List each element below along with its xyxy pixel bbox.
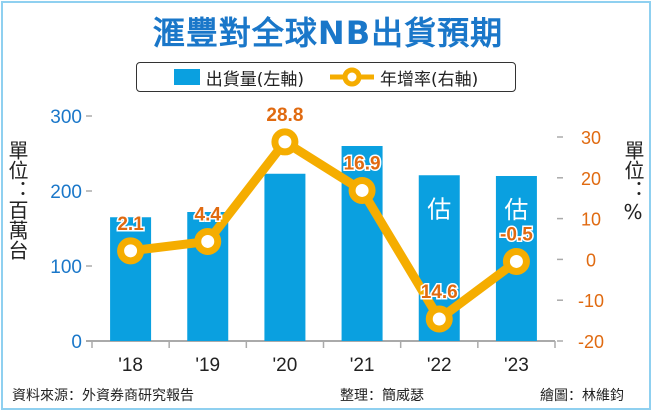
growth-data-label: 14.6 <box>421 282 458 303</box>
growth-point <box>271 128 299 156</box>
right-tick-label: 10 <box>581 210 601 230</box>
footer-graphic: 繪圖：林維鈞 <box>540 388 624 404</box>
right-tick-label: 20 <box>581 169 601 189</box>
x-tick-label: '23 <box>504 355 529 376</box>
growth-data-label: 28.8 <box>266 105 303 126</box>
legend-item-bar: 出貨量(左軸) <box>173 65 304 90</box>
legend: 出貨量(左軸) 年增率(右軸) <box>136 62 516 92</box>
x-tick-label: '22 <box>427 355 452 376</box>
bar <box>264 173 306 341</box>
legend-line-label: 年增率(右軸) <box>380 69 479 90</box>
right-tick-label: 30 <box>581 128 601 148</box>
bar <box>341 146 383 341</box>
footer-source: 資料來源：外資券商研究報告 <box>12 388 194 404</box>
x-tick-label: '21 <box>350 355 375 376</box>
growth-point <box>348 176 376 204</box>
right-tick-label: 0 <box>586 250 596 270</box>
left-tick-label: 200 <box>50 182 82 203</box>
growth-point <box>425 305 453 333</box>
growth-data-label: 2.1 <box>117 214 144 235</box>
legend-bar-label: 出貨量(左軸) <box>205 69 304 90</box>
legend-line-swatch <box>330 67 374 87</box>
growth-data-label: 16.9 <box>344 153 381 174</box>
footer-editor: 整理：簡威瑟 <box>340 388 424 404</box>
left-tick-label: 300 <box>50 107 82 128</box>
bar-annotation: 估 <box>427 195 451 223</box>
right-axis-label: 單位：% <box>621 140 645 224</box>
bar-annotation: 估 <box>504 196 528 224</box>
bar <box>110 217 152 341</box>
legend-item-line: 年增率(右軸) <box>330 65 478 90</box>
left-axis-label: 單位：百萬台 <box>5 140 29 260</box>
chart-frame <box>1 1 651 410</box>
growth-point <box>194 227 222 255</box>
x-tick-label: '19 <box>195 355 220 376</box>
growth-point <box>502 247 530 275</box>
right-tick-label: -10 <box>578 291 604 311</box>
legend-bar-swatch <box>173 69 200 85</box>
growth-data-label: -0.5 <box>500 224 533 245</box>
x-tick-label: '18 <box>118 355 143 376</box>
x-tick-label: '20 <box>273 355 298 376</box>
left-tick-label: 0 <box>71 332 82 353</box>
left-tick-label: 100 <box>50 257 82 278</box>
growth-point <box>117 237 145 265</box>
chart-title: 滙豐對全球NB出貨預期 <box>152 14 504 52</box>
growth-data-label: 4.4 <box>195 204 222 225</box>
right-tick-label: -20 <box>578 332 604 352</box>
